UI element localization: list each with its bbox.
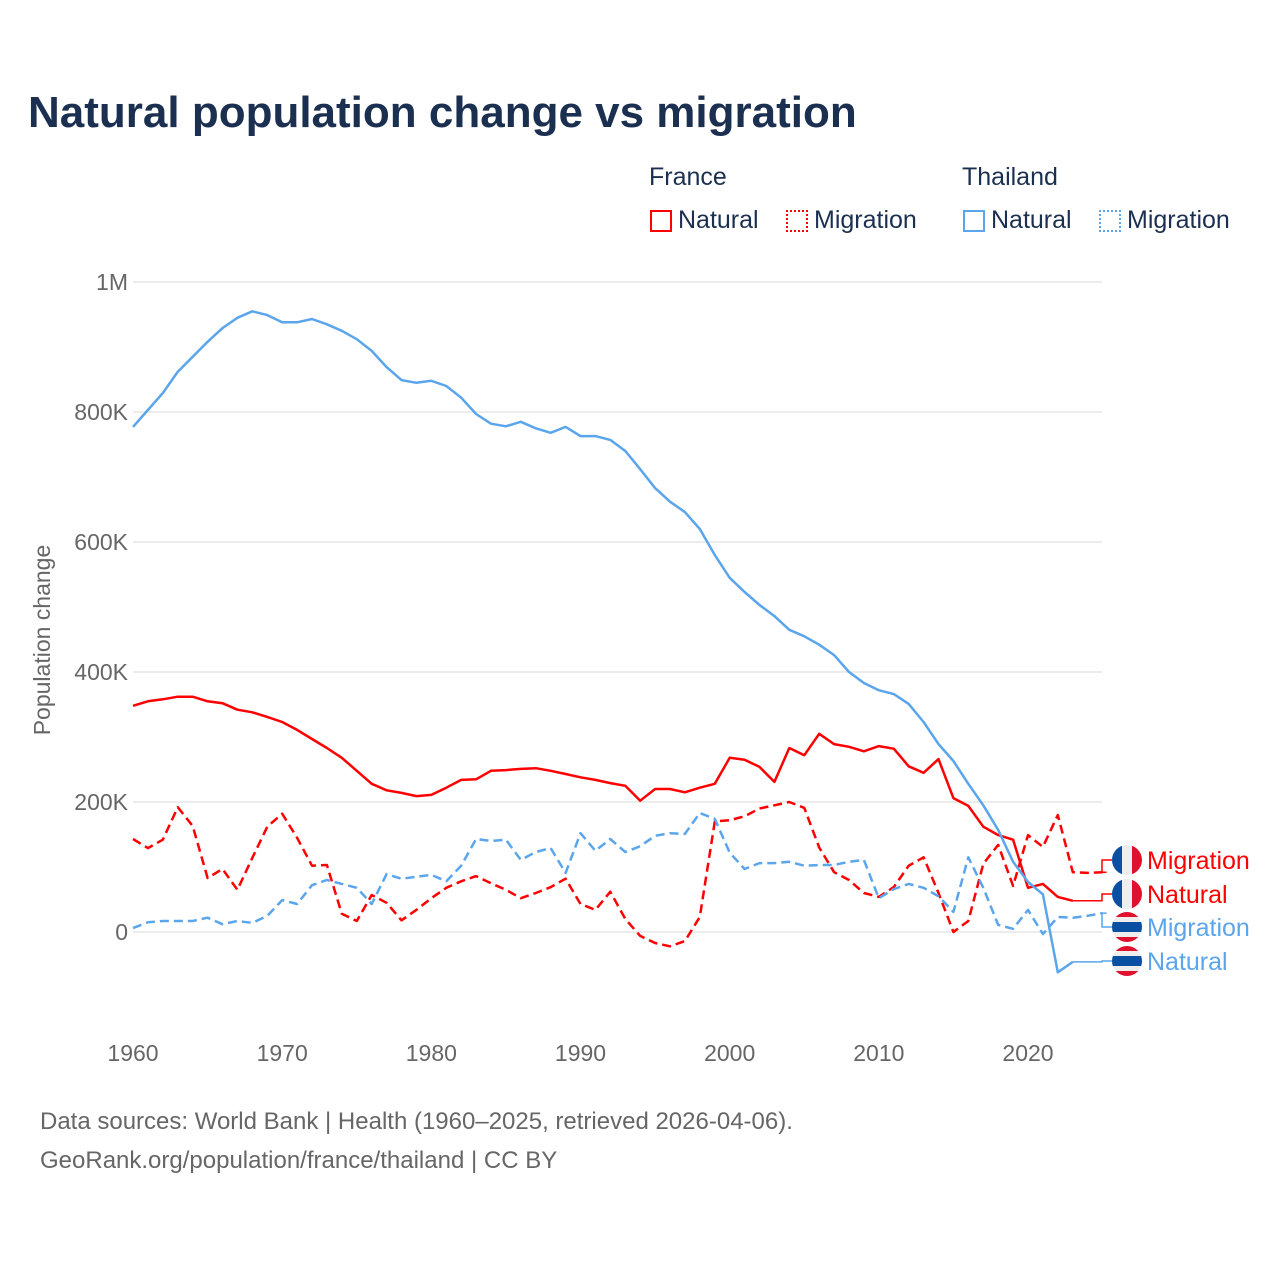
legend-solid-swatch bbox=[650, 209, 672, 232]
series-line-thailand-natural bbox=[132, 310, 1074, 974]
label-connector bbox=[1072, 893, 1112, 902]
source-text: Data sources: World Bank | Health (1960–… bbox=[40, 1108, 793, 1135]
flag-stripe bbox=[1112, 946, 1142, 951]
flag-stripe bbox=[1112, 912, 1142, 917]
end-label-thailand-migration: Migration bbox=[1147, 914, 1250, 942]
series-line-france-migration bbox=[132, 800, 1103, 948]
flag-stripe bbox=[1112, 951, 1142, 956]
label-connector bbox=[1101, 859, 1112, 873]
y-tick-label: 200K bbox=[74, 789, 128, 815]
legend-france-migration[interactable]: Migration bbox=[786, 206, 917, 235]
series-line-thailand-migration bbox=[132, 811, 1103, 936]
y-axis-label: Population change bbox=[29, 545, 55, 736]
source-link[interactable]: GeoRank.org/population/france/thailand |… bbox=[40, 1147, 558, 1174]
legend-group-france: France bbox=[649, 163, 727, 191]
legend-label: Migration bbox=[814, 206, 917, 234]
flag-france-icon bbox=[1112, 845, 1142, 875]
end-label-france-migration: Migration bbox=[1147, 847, 1250, 875]
legend-solid-swatch bbox=[963, 209, 985, 232]
y-tick-label: 400K bbox=[74, 659, 128, 685]
flag-france-icon bbox=[1112, 879, 1142, 909]
series-line-france-natural bbox=[132, 695, 1074, 903]
label-connector bbox=[1072, 960, 1112, 963]
y-tick-label: 600K bbox=[74, 529, 128, 555]
flag-stripe bbox=[1112, 966, 1142, 971]
flag-thailand-icon bbox=[1112, 946, 1142, 976]
flag-stripe bbox=[1122, 845, 1132, 875]
flag-stripe bbox=[1112, 879, 1122, 909]
y-tick-label: 800K bbox=[74, 399, 128, 425]
end-label-thailand-natural: Natural bbox=[1147, 948, 1228, 976]
flag-stripe bbox=[1112, 937, 1142, 942]
x-tick-label: 2020 bbox=[1002, 1040, 1053, 1066]
flag-stripe bbox=[1122, 879, 1132, 909]
legend-label: Natural bbox=[678, 206, 759, 234]
y-tick-label: 0 bbox=[115, 919, 128, 945]
flag-stripe bbox=[1132, 845, 1142, 875]
x-tick-label: 1980 bbox=[406, 1040, 457, 1066]
legend-dotted-swatch bbox=[786, 209, 808, 232]
flag-stripe bbox=[1112, 845, 1122, 875]
end-label-france-natural: Natural bbox=[1147, 881, 1228, 909]
flag-stripe bbox=[1112, 922, 1142, 932]
flag-stripe bbox=[1112, 971, 1142, 976]
legend-label: Natural bbox=[991, 206, 1072, 234]
legend-group-thailand: Thailand bbox=[962, 163, 1058, 191]
legend-thailand-migration[interactable]: Migration bbox=[1099, 206, 1230, 235]
legend-thailand-natural[interactable]: Natural bbox=[963, 206, 1072, 235]
label-connector bbox=[1101, 912, 1112, 928]
legend-dotted-swatch bbox=[1099, 209, 1121, 232]
flag-stripe bbox=[1112, 956, 1142, 966]
flag-stripe bbox=[1112, 932, 1142, 937]
flag-stripe bbox=[1132, 879, 1142, 909]
chart-title: Natural population change vs migration bbox=[28, 88, 857, 137]
flag-stripe bbox=[1112, 917, 1142, 922]
flag-thailand-icon bbox=[1112, 912, 1142, 942]
legend-france-natural[interactable]: Natural bbox=[650, 206, 759, 235]
x-tick-label: 2010 bbox=[853, 1040, 904, 1066]
x-tick-label: 1960 bbox=[107, 1040, 158, 1066]
x-tick-label: 2000 bbox=[704, 1040, 755, 1066]
y-tick-label: 1M bbox=[96, 269, 128, 295]
x-tick-label: 1970 bbox=[257, 1040, 308, 1066]
legend-label: Migration bbox=[1127, 206, 1230, 234]
x-tick-label: 1990 bbox=[555, 1040, 606, 1066]
